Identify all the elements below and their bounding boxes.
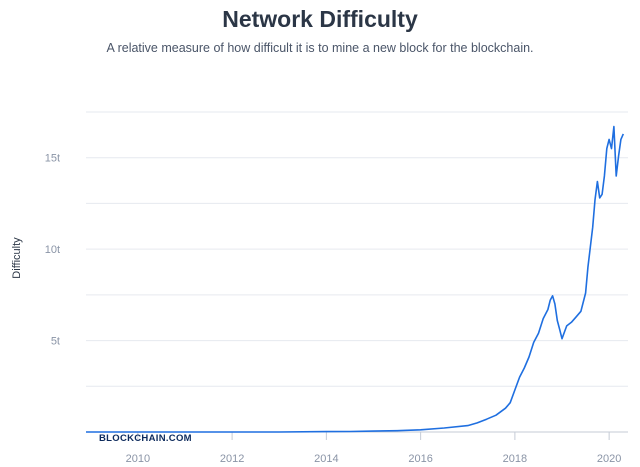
grid-lines <box>86 111 628 387</box>
x-tick-label: 2012 <box>220 453 244 465</box>
chart-subtitle: A relative measure of how difficult it i… <box>106 41 534 55</box>
blockchain-watermark: BLOCKCHAIN.COM <box>99 433 192 444</box>
chart-title: Network Difficulty <box>222 6 418 32</box>
x-tick-label: 2010 <box>126 453 150 465</box>
x-tick-label: 2020 <box>597 453 621 465</box>
x-axis-ticks: 2010 2012 2014 2016 2018 2020 <box>126 432 621 465</box>
y-tick-label: 5t <box>51 336 60 348</box>
x-tick-label: 2014 <box>314 453 338 465</box>
y-axis-ticks: 5t 10t 15t <box>45 153 60 348</box>
y-tick-label: 15t <box>45 153 60 165</box>
x-tick-label: 2016 <box>408 453 432 465</box>
x-tick-label: 2018 <box>503 453 527 465</box>
y-axis-label: Difficulty <box>11 237 23 279</box>
y-tick-label: 10t <box>45 244 60 256</box>
difficulty-series-line <box>86 125 625 433</box>
